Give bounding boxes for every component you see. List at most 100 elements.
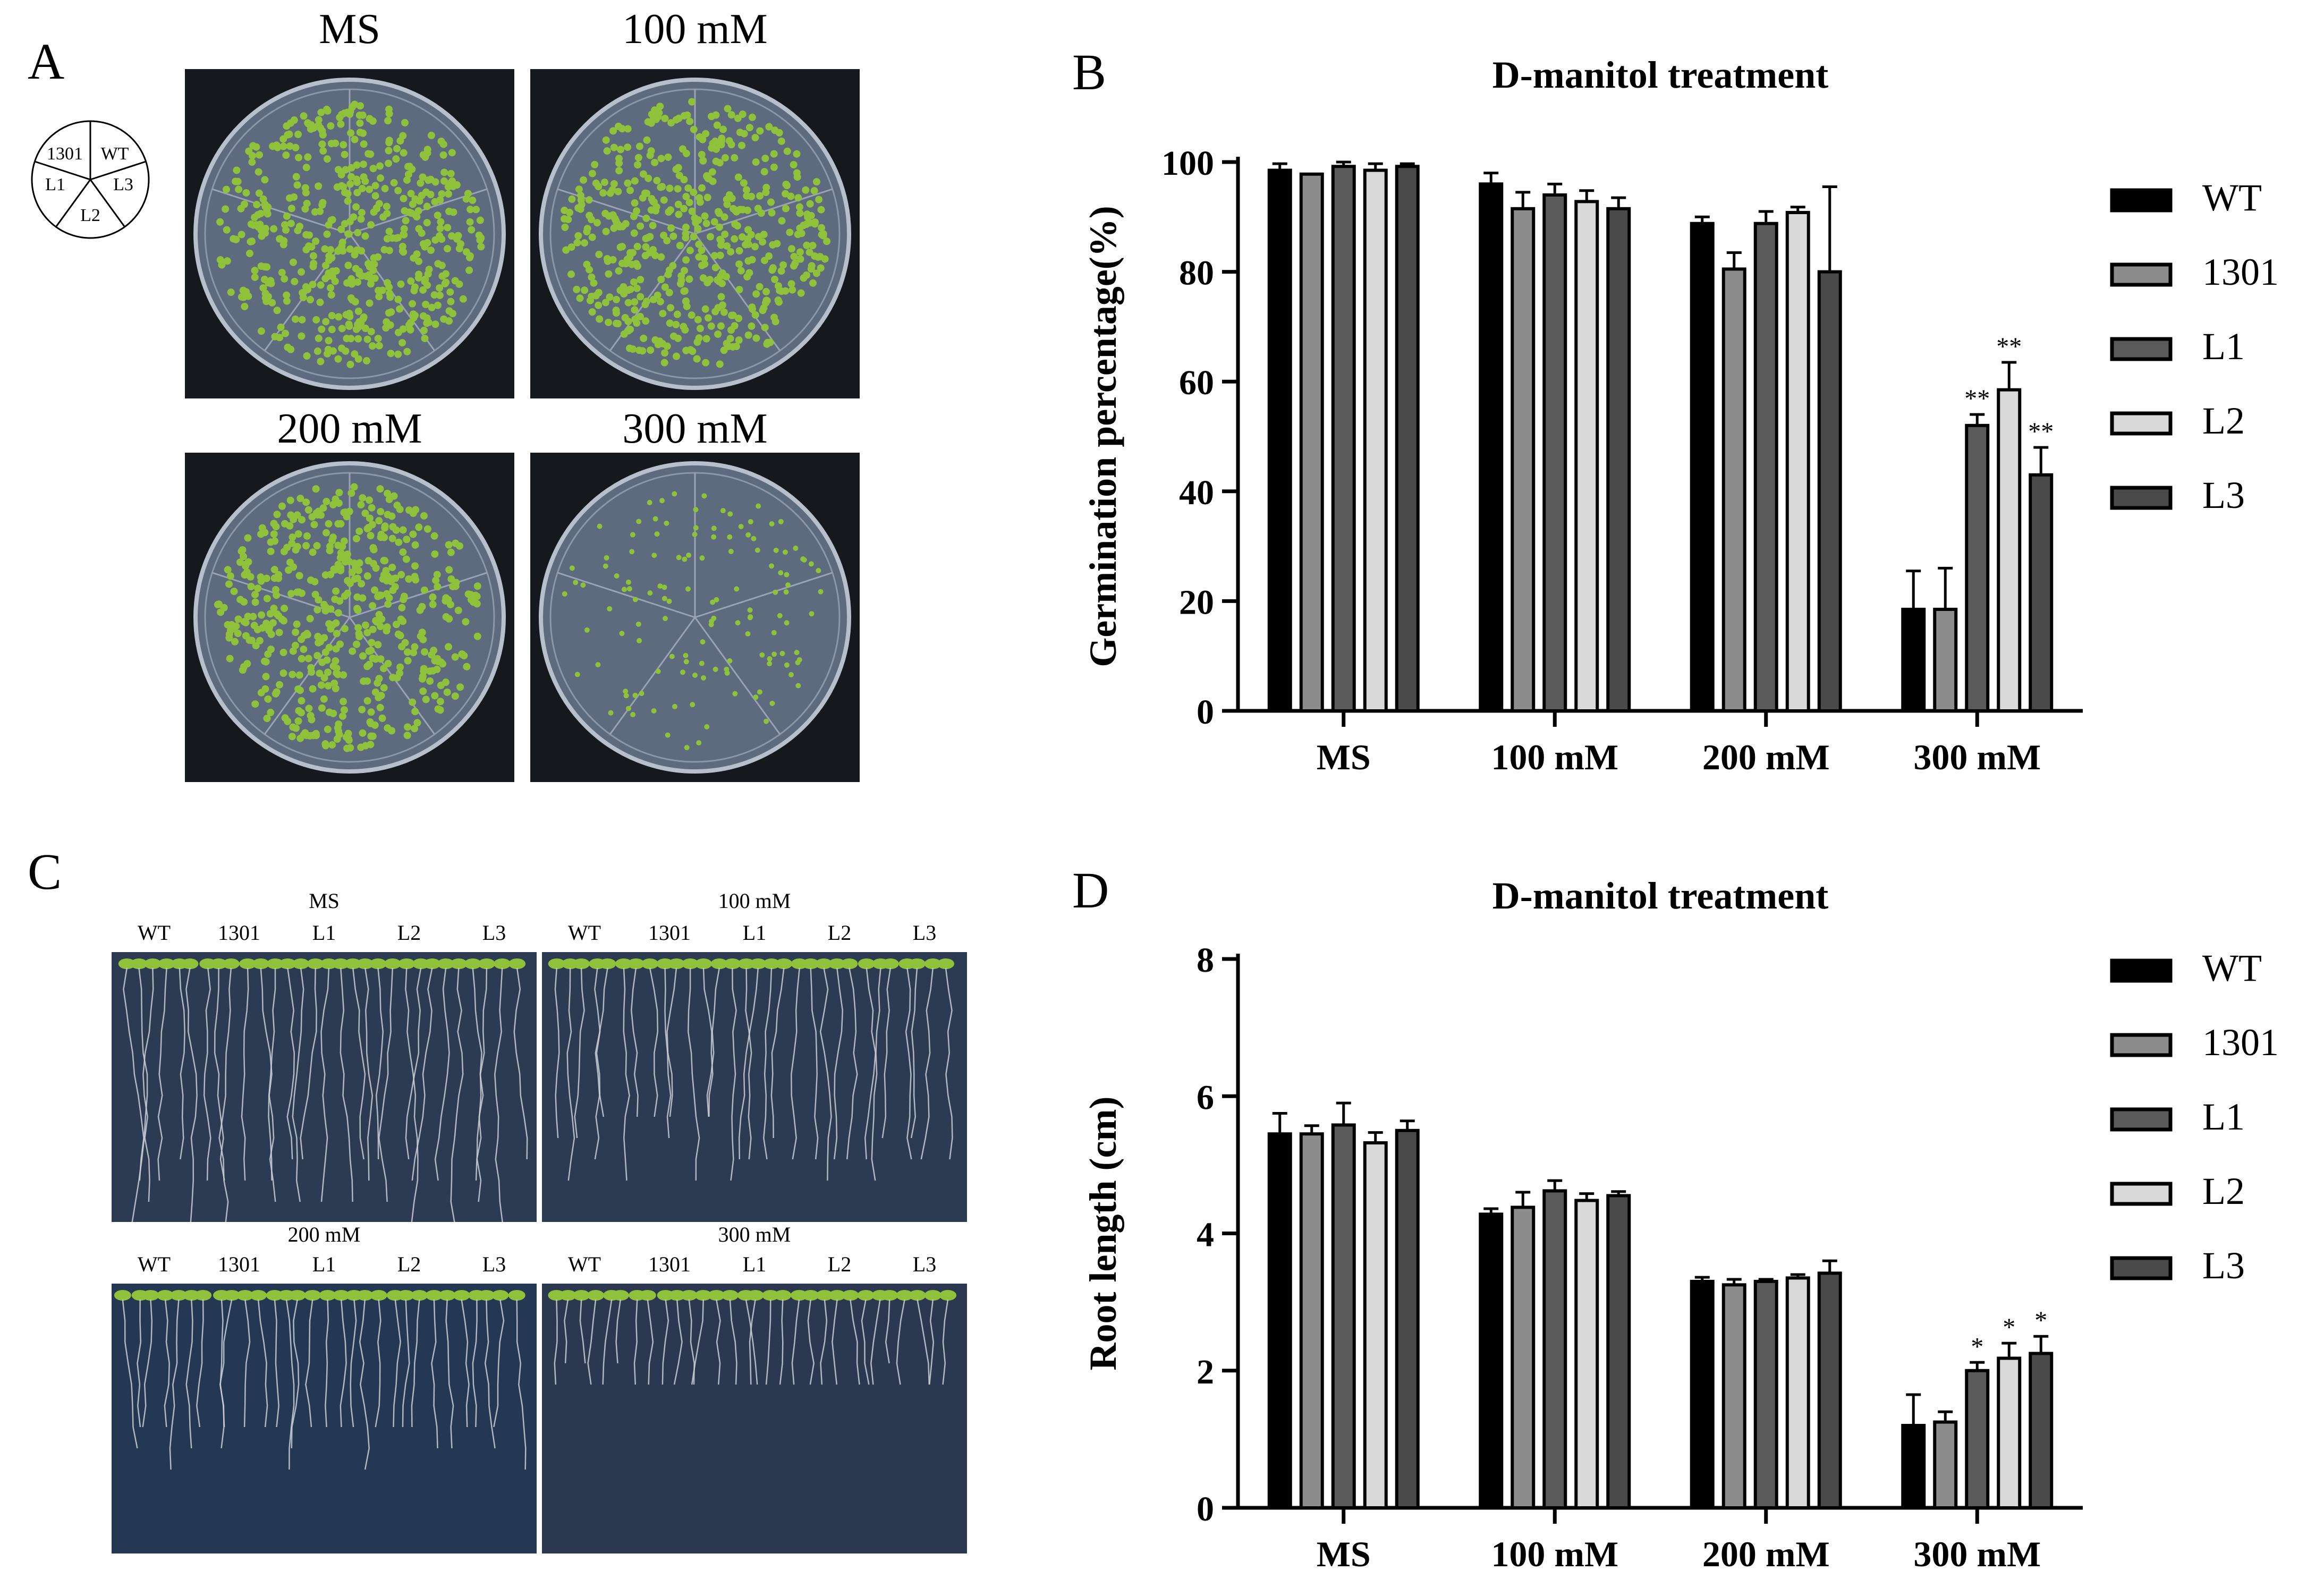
bar-l1 [1753, 222, 1778, 713]
genotype-label-wt: WT [567, 921, 601, 945]
diagram-label-1301: 1301 [47, 144, 83, 164]
legend-swatch-l1 [2110, 1107, 2173, 1132]
bar-1301 [1511, 207, 1536, 712]
bar-wt [1901, 607, 1926, 713]
legend-label-l1: L1 [2202, 1096, 2245, 1138]
legend-label-l2: L2 [2202, 400, 2245, 442]
genotype-label-l3: L3 [912, 1252, 937, 1276]
bar-1301 [1299, 1132, 1324, 1509]
x-tick-label: 200 mM [1702, 1534, 1830, 1574]
bar-l1 [1331, 1123, 1356, 1509]
y-tick-label: 80 [1179, 254, 1214, 293]
y-tick-label: 20 [1179, 583, 1214, 622]
panel-letter-a: A [28, 33, 65, 90]
legend-swatch-wt [2110, 958, 2173, 983]
bar-l2 [1997, 1356, 2022, 1509]
bar-l2 [1785, 211, 1810, 712]
petri-plate-photo-200 [185, 453, 514, 782]
plate-label-a-300: 300 mM [622, 405, 768, 452]
x-tick-label: MS [1317, 1534, 1371, 1574]
bar-l1 [1542, 1189, 1567, 1509]
genotype-label-l3: L3 [482, 1252, 506, 1276]
x-tick-label: 100 mM [1491, 737, 1618, 777]
legend-label-wt: WT [2202, 176, 2262, 219]
chart-title: D-manitol treatment [1492, 875, 1829, 917]
plate-label-c-300: 300 mM [718, 1223, 791, 1246]
significance-mark: * [1971, 1332, 1983, 1361]
plate-label-c-200: 200 mM [287, 1223, 361, 1246]
plate-label-a-200: 200 mM [277, 405, 422, 452]
bar-l3 [2029, 473, 2054, 712]
genotype-label-l2: L2 [827, 1252, 852, 1276]
genotype-label-l1: L1 [742, 1252, 767, 1276]
panel-letter-b: B [1072, 44, 1107, 100]
bar-wt [1690, 222, 1715, 713]
bar-wt [1479, 1212, 1504, 1509]
x-tick-label: 300 mM [1913, 1534, 2041, 1574]
diagram-label-l2: L2 [80, 206, 100, 225]
germination-bar-chart: D-manitol treatment Germination percentag… [1082, 54, 2279, 777]
plate-label-c-100: 100 mM [718, 889, 791, 913]
y-tick-label: 60 [1179, 363, 1214, 402]
significance-mark: ** [1964, 385, 1990, 413]
y-tick-label: 2 [1197, 1353, 1214, 1391]
bar-wt [1267, 1132, 1292, 1509]
petri-plate-photo-100 [530, 69, 860, 398]
plate-layout-diagram: 1301 WT L1 L3 L2 [31, 120, 150, 239]
panel-letter-c: C [28, 843, 62, 900]
bar-l2 [1785, 1276, 1810, 1510]
genotype-label-l2: L2 [397, 1252, 421, 1276]
plate-label-a-ms: MS [319, 6, 380, 53]
bar-l1 [1753, 1279, 1778, 1509]
bar-l3 [1606, 1194, 1631, 1509]
y-tick-label: 100 [1161, 144, 1214, 183]
petri-plate-photo-ms [185, 69, 514, 398]
bar-l3 [1395, 1128, 1420, 1509]
legend-swatch-l1 [2110, 337, 2173, 361]
y-tick-label: 0 [1197, 1490, 1214, 1529]
bar-1301 [1299, 172, 1324, 712]
root-plate-photo-ms [112, 952, 537, 1222]
y-axis-label: Germination percentage(%) [1082, 206, 1124, 667]
genotype-label-l2: L2 [397, 921, 421, 945]
bar-1301 [1721, 267, 1746, 712]
genotype-label-l2: L2 [827, 921, 852, 945]
legend-swatch-1301 [2110, 262, 2173, 287]
genotype-label-1301: 1301 [648, 921, 691, 945]
legend-label-l3: L3 [2202, 1244, 2245, 1287]
legend-label-1301: 1301 [2202, 1021, 2279, 1064]
y-tick-label: 6 [1197, 1078, 1214, 1117]
root-plate-photo-300 [542, 1284, 967, 1553]
genotype-label-1301: 1301 [218, 1252, 260, 1276]
legend-label-l3: L3 [2202, 474, 2245, 516]
legend-swatch-wt [2110, 188, 2173, 213]
y-tick-label: 40 [1179, 473, 1214, 512]
y-tick-label: 4 [1197, 1216, 1214, 1254]
bar-1301 [1933, 607, 1958, 713]
x-tick-label: 200 mM [1702, 737, 1830, 777]
bar-l2 [1363, 1141, 1388, 1509]
genotype-label-1301: 1301 [218, 921, 260, 945]
genotype-label-1301: 1301 [648, 1252, 691, 1276]
legend-label-l1: L1 [2202, 325, 2245, 368]
legend-label-wt: WT [2202, 947, 2262, 989]
legend-label-1301: 1301 [2202, 251, 2279, 293]
significance-mark: * [2034, 1306, 2047, 1335]
legend-swatch-l3 [2110, 486, 2173, 510]
legend-swatch-1301 [2110, 1033, 2173, 1057]
bar-1301 [1933, 1420, 1958, 1509]
plate-label-c-ms: MS [309, 889, 340, 913]
genotype-label-l1: L1 [312, 1252, 336, 1276]
significance-mark: * [2003, 1313, 2015, 1342]
legend-swatch-l3 [2110, 1256, 2173, 1280]
legend-label-l2: L2 [2202, 1170, 2245, 1212]
chart-title: D-manitol treatment [1492, 54, 1829, 96]
genotype-label-l3: L3 [482, 921, 506, 945]
x-tick-label: 300 mM [1913, 737, 2041, 777]
bar-wt [1901, 1424, 1926, 1510]
genotype-label-wt: WT [567, 1252, 601, 1276]
bar-wt [1267, 168, 1292, 712]
bar-1301 [1511, 1206, 1536, 1509]
plate-label-a-100: 100 mM [622, 6, 768, 53]
genotype-label-l1: L1 [312, 921, 336, 945]
